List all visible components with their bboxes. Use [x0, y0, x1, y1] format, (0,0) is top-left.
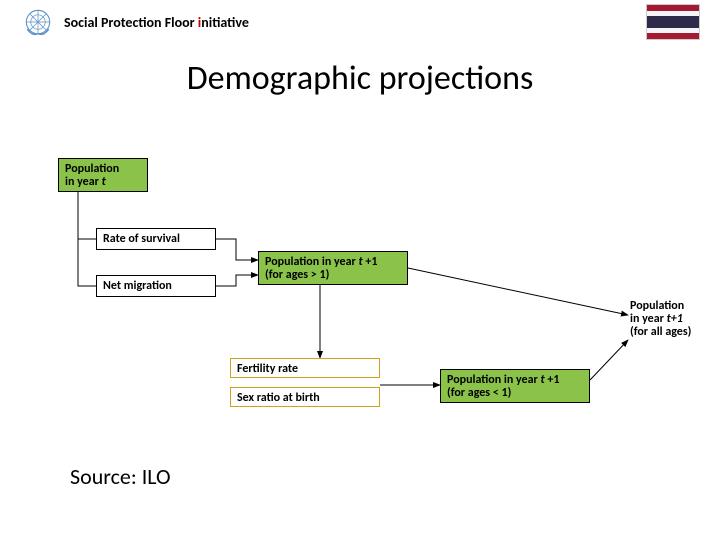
node-rate_survival: Rate of survival	[96, 228, 216, 250]
node-pop_t1_all: Populationin year t+1(for all ages)	[630, 300, 712, 340]
node-pop_t1_over1: Population in year t +1(for ages > 1)	[258, 251, 408, 285]
node-sex_ratio: Sex ratio at birth	[230, 387, 380, 407]
node-pop_t: Populationin year t	[58, 158, 148, 192]
node-pop_t1_under1: Population in year t +1(for ages < 1)	[440, 369, 590, 403]
diagram-canvas: Populationin year t Rate of survival Net m…	[0, 0, 720, 540]
node-fertility: Fertility rate	[230, 358, 380, 378]
source-text: Source: ILO	[70, 463, 171, 490]
node-net_migration: Net migration	[96, 275, 216, 297]
